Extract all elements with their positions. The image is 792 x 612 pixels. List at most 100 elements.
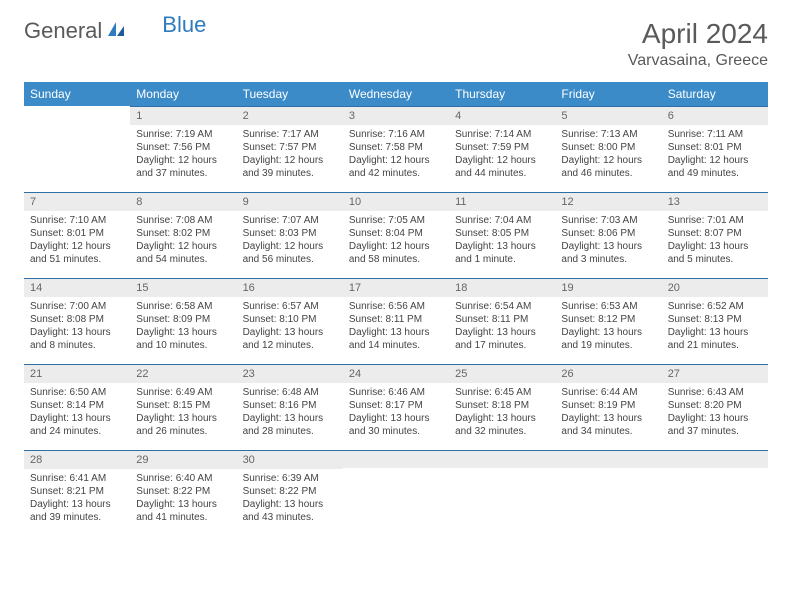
day-info-line: Sunset: 8:20 PM	[668, 399, 762, 412]
day-number: 7	[24, 192, 130, 211]
day-number: 19	[555, 278, 661, 297]
day-number: 22	[130, 364, 236, 383]
day-info-line: Daylight: 13 hours	[561, 412, 655, 425]
logo-sail-icon	[106, 20, 126, 43]
day-number: 24	[343, 364, 449, 383]
day-number: 11	[449, 192, 555, 211]
day-body: Sunrise: 6:54 AMSunset: 8:11 PMDaylight:…	[449, 297, 555, 356]
day-info-line: Sunset: 8:01 PM	[30, 227, 124, 240]
day-info-line: and 30 minutes.	[349, 425, 443, 438]
day-info-line: and 32 minutes.	[455, 425, 549, 438]
calendar-cell: 21Sunrise: 6:50 AMSunset: 8:14 PMDayligh…	[24, 364, 130, 450]
day-number: 14	[24, 278, 130, 297]
calendar-cell: 11Sunrise: 7:04 AMSunset: 8:05 PMDayligh…	[449, 192, 555, 278]
day-info-line: Sunset: 8:03 PM	[243, 227, 337, 240]
day-info-line: Daylight: 13 hours	[136, 326, 230, 339]
day-info-line: Daylight: 13 hours	[668, 412, 762, 425]
day-info-line: Sunset: 7:57 PM	[243, 141, 337, 154]
day-info-line: Sunset: 8:11 PM	[349, 313, 443, 326]
calendar-cell	[24, 106, 130, 192]
day-info-line: Daylight: 12 hours	[30, 240, 124, 253]
day-info-line: Sunset: 8:05 PM	[455, 227, 549, 240]
day-number: 21	[24, 364, 130, 383]
day-body: Sunrise: 6:53 AMSunset: 8:12 PMDaylight:…	[555, 297, 661, 356]
day-info-line: Sunrise: 6:49 AM	[136, 386, 230, 399]
empty-day	[449, 450, 555, 468]
day-info-line: and 17 minutes.	[455, 339, 549, 352]
day-info-line: Sunrise: 6:52 AM	[668, 300, 762, 313]
day-number: 9	[237, 192, 343, 211]
day-body: Sunrise: 6:43 AMSunset: 8:20 PMDaylight:…	[662, 383, 768, 442]
day-body: Sunrise: 7:11 AMSunset: 8:01 PMDaylight:…	[662, 125, 768, 184]
day-info-line: Sunrise: 6:56 AM	[349, 300, 443, 313]
day-info-line: Sunrise: 7:13 AM	[561, 128, 655, 141]
day-info-line: Sunrise: 6:53 AM	[561, 300, 655, 313]
day-body: Sunrise: 7:16 AMSunset: 7:58 PMDaylight:…	[343, 125, 449, 184]
day-info-line: Sunrise: 7:01 AM	[668, 214, 762, 227]
day-info-line: and 39 minutes.	[30, 511, 124, 524]
calendar-cell: 25Sunrise: 6:45 AMSunset: 8:18 PMDayligh…	[449, 364, 555, 450]
day-body: Sunrise: 7:03 AMSunset: 8:06 PMDaylight:…	[555, 211, 661, 270]
day-info-line: Sunrise: 6:43 AM	[668, 386, 762, 399]
day-info-line: Daylight: 13 hours	[455, 240, 549, 253]
weekday-header: Tuesday	[237, 82, 343, 106]
day-body: Sunrise: 6:58 AMSunset: 8:09 PMDaylight:…	[130, 297, 236, 356]
day-info-line: Sunrise: 7:11 AM	[668, 128, 762, 141]
day-body: Sunrise: 6:46 AMSunset: 8:17 PMDaylight:…	[343, 383, 449, 442]
day-info-line: Sunrise: 7:05 AM	[349, 214, 443, 227]
day-info-line: and 56 minutes.	[243, 253, 337, 266]
calendar-cell: 7Sunrise: 7:10 AMSunset: 8:01 PMDaylight…	[24, 192, 130, 278]
calendar-row: 28Sunrise: 6:41 AMSunset: 8:21 PMDayligh…	[24, 450, 768, 536]
day-info-line: Sunrise: 6:45 AM	[455, 386, 549, 399]
day-info-line: and 37 minutes.	[136, 167, 230, 180]
day-info-line: Sunset: 7:58 PM	[349, 141, 443, 154]
empty-day	[555, 450, 661, 468]
calendar-cell: 12Sunrise: 7:03 AMSunset: 8:06 PMDayligh…	[555, 192, 661, 278]
day-info-line: Sunrise: 6:39 AM	[243, 472, 337, 485]
day-info-line: Daylight: 13 hours	[668, 326, 762, 339]
day-body: Sunrise: 7:13 AMSunset: 8:00 PMDaylight:…	[555, 125, 661, 184]
day-number: 30	[237, 450, 343, 469]
day-info-line: Sunset: 8:21 PM	[30, 485, 124, 498]
calendar-cell: 29Sunrise: 6:40 AMSunset: 8:22 PMDayligh…	[130, 450, 236, 536]
calendar-cell	[555, 450, 661, 536]
calendar-cell: 3Sunrise: 7:16 AMSunset: 7:58 PMDaylight…	[343, 106, 449, 192]
weekday-header: Friday	[555, 82, 661, 106]
calendar-cell	[343, 450, 449, 536]
day-number: 27	[662, 364, 768, 383]
day-body: Sunrise: 7:07 AMSunset: 8:03 PMDaylight:…	[237, 211, 343, 270]
day-info-line: and 12 minutes.	[243, 339, 337, 352]
calendar-cell: 17Sunrise: 6:56 AMSunset: 8:11 PMDayligh…	[343, 278, 449, 364]
day-info-line: Sunrise: 6:46 AM	[349, 386, 443, 399]
day-number: 29	[130, 450, 236, 469]
day-info-line: Sunrise: 7:00 AM	[30, 300, 124, 313]
day-info-line: Daylight: 12 hours	[561, 154, 655, 167]
day-info-line: Daylight: 12 hours	[349, 240, 443, 253]
calendar-cell: 2Sunrise: 7:17 AMSunset: 7:57 PMDaylight…	[237, 106, 343, 192]
day-info-line: and 43 minutes.	[243, 511, 337, 524]
day-info-line: Sunset: 8:14 PM	[30, 399, 124, 412]
day-info-line: Sunrise: 7:08 AM	[136, 214, 230, 227]
day-info-line: and 42 minutes.	[349, 167, 443, 180]
day-info-line: Sunrise: 6:40 AM	[136, 472, 230, 485]
day-info-line: and 46 minutes.	[561, 167, 655, 180]
empty-day	[343, 450, 449, 468]
day-body: Sunrise: 6:49 AMSunset: 8:15 PMDaylight:…	[130, 383, 236, 442]
day-info-line: Sunset: 8:00 PM	[561, 141, 655, 154]
calendar-cell: 22Sunrise: 6:49 AMSunset: 8:15 PMDayligh…	[130, 364, 236, 450]
day-number: 16	[237, 278, 343, 297]
day-info-line: Sunset: 8:13 PM	[668, 313, 762, 326]
day-info-line: Sunset: 7:56 PM	[136, 141, 230, 154]
day-body: Sunrise: 6:50 AMSunset: 8:14 PMDaylight:…	[24, 383, 130, 442]
calendar-cell: 5Sunrise: 7:13 AMSunset: 8:00 PMDaylight…	[555, 106, 661, 192]
day-info-line: Sunset: 8:08 PM	[30, 313, 124, 326]
month-title: April 2024	[628, 18, 768, 50]
day-info-line: Daylight: 13 hours	[561, 326, 655, 339]
day-body: Sunrise: 7:19 AMSunset: 7:56 PMDaylight:…	[130, 125, 236, 184]
day-info-line: Sunset: 8:06 PM	[561, 227, 655, 240]
day-body: Sunrise: 6:41 AMSunset: 8:21 PMDaylight:…	[24, 469, 130, 528]
calendar-cell	[662, 450, 768, 536]
day-info-line: and 49 minutes.	[668, 167, 762, 180]
calendar-cell: 15Sunrise: 6:58 AMSunset: 8:09 PMDayligh…	[130, 278, 236, 364]
day-body: Sunrise: 7:04 AMSunset: 8:05 PMDaylight:…	[449, 211, 555, 270]
